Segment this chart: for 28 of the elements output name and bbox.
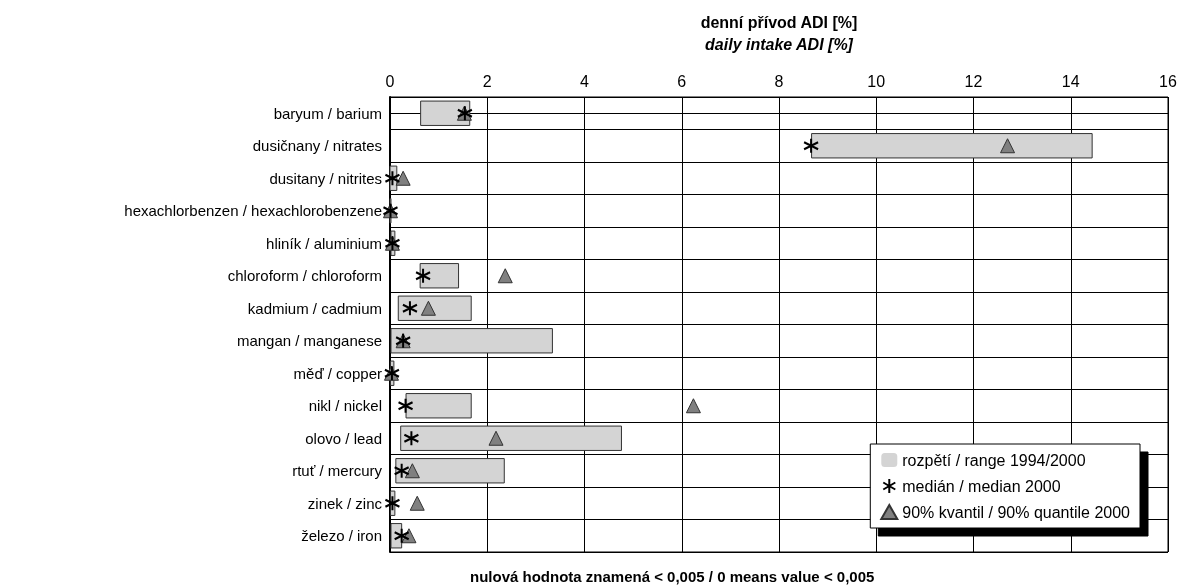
x-tick-label: 6 bbox=[677, 72, 687, 90]
y-tick-label: mangan / manganese bbox=[236, 332, 382, 350]
y-tick-label: kadmium / cadmium bbox=[247, 299, 382, 317]
y-tick-label: rtuť / mercury bbox=[292, 462, 383, 480]
legend-label: medián / median 2000 bbox=[902, 477, 1061, 495]
y-tick-label: zinek / zinc bbox=[307, 494, 383, 512]
y-tick-label: měď / copper bbox=[293, 364, 382, 382]
legend-label: rozpětí / range 1994/2000 bbox=[902, 451, 1086, 469]
x-tick-label: 8 bbox=[774, 72, 784, 90]
y-tick-label: hexachlorbenzen / hexachlorobenzene bbox=[124, 202, 382, 220]
y-tick-label: olovo / lead bbox=[305, 429, 382, 447]
x-axis-title: denní přívod ADI [%] daily intake ADI [%] bbox=[700, 13, 858, 53]
legend-label: 90% kvantil / 90% quantile 2000 bbox=[902, 503, 1131, 521]
y-tick-label: dusitany / nitrites bbox=[269, 169, 382, 187]
y-tick-label: hliník / aluminium bbox=[266, 234, 382, 252]
y-tick-label: dusičnany / nitrates bbox=[252, 137, 382, 155]
x-tick-label: 2 bbox=[482, 72, 492, 90]
x-tick-label: 0 bbox=[385, 72, 395, 90]
x-tick-label: 12 bbox=[964, 72, 983, 90]
x-tick-label: 14 bbox=[1061, 72, 1080, 90]
x-tick-label: 4 bbox=[580, 72, 590, 90]
y-tick-label: nikl / nickel bbox=[308, 397, 382, 415]
x-tick-label: 16 bbox=[1159, 72, 1177, 90]
y-tick-label: baryum / barium bbox=[273, 104, 382, 122]
text: nulová hodnota znamená < 0,005 / 0 means value < 0,005 bbox=[470, 568, 875, 585]
y-tick-label: chloroform / chloroform bbox=[227, 267, 382, 285]
y-tick-label: železo / iron bbox=[301, 527, 382, 545]
x-tick-label: 10 bbox=[867, 72, 886, 90]
